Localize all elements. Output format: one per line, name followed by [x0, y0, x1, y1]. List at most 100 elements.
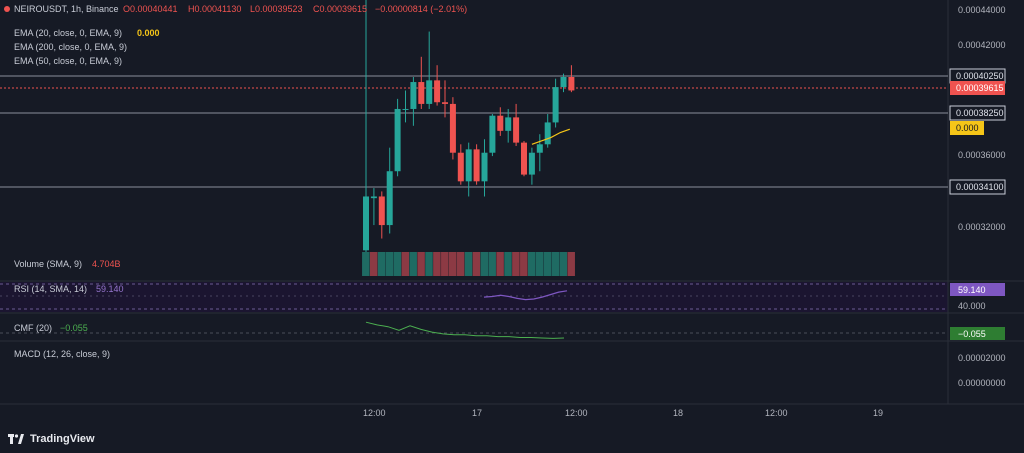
price-tick: 0.00042000 — [958, 40, 1006, 50]
ema200-label[interactable]: EMA (200, close, 0, EMA, 9) — [14, 42, 127, 52]
time-tick: 19 — [873, 408, 883, 418]
candle-body[interactable] — [552, 87, 559, 123]
candle-body[interactable] — [481, 152, 488, 182]
candle-body[interactable] — [378, 196, 385, 226]
candle-body[interactable] — [473, 149, 480, 182]
candle-body[interactable] — [489, 115, 496, 153]
ema-line — [531, 128, 571, 145]
volume-label[interactable]: Volume (SMA, 9) — [14, 259, 82, 269]
candle-body[interactable] — [386, 171, 393, 226]
cmf-value: −0.055 — [60, 323, 88, 333]
rsi-tag — [950, 283, 1005, 296]
volume-bar — [409, 252, 417, 276]
current-price-tag — [950, 81, 1005, 95]
time-tick: 18 — [673, 408, 683, 418]
volume-bar — [456, 252, 465, 276]
volume-bar — [425, 252, 433, 276]
volume-bar — [496, 252, 504, 276]
candle-body[interactable] — [363, 196, 369, 251]
ema50-label[interactable]: EMA (50, close, 0, EMA, 9) — [14, 56, 122, 66]
candle-body[interactable] — [394, 108, 401, 172]
volume-bar — [559, 252, 568, 276]
volume-bar — [401, 252, 410, 276]
low-value: L0.00039523 — [250, 4, 303, 14]
level-tag-mid-text: 0.00038250 — [956, 108, 1004, 118]
candle-body[interactable] — [402, 108, 409, 110]
macd-pane[interactable] — [0, 342, 948, 404]
candle-body[interactable] — [505, 117, 512, 131]
volume-bar — [433, 252, 441, 276]
volume-bar — [377, 252, 386, 276]
candle-body[interactable] — [513, 117, 520, 143]
candle-body[interactable] — [449, 103, 456, 153]
brand-name: TradingView — [30, 433, 95, 445]
macd-label[interactable]: MACD (12, 26, close, 9) — [14, 349, 110, 359]
volume-bar — [441, 252, 449, 276]
ema20-value: 0.000 — [137, 28, 160, 38]
volume-bar — [362, 252, 370, 276]
volume-bar — [385, 252, 394, 276]
cmf-pane[interactable] — [0, 314, 948, 340]
level-tag-top-text: 0.00040250 — [956, 71, 1004, 81]
volume-bar — [543, 252, 552, 276]
volume-bars — [362, 252, 575, 276]
candle-body[interactable] — [568, 76, 575, 91]
volume-bar — [480, 252, 489, 276]
tradingview-logo-icon — [8, 434, 24, 444]
legend-header[interactable]: NEIROUSDT, 1h, Binance O0.00040441 H0.00… — [4, 4, 467, 14]
ema20-label[interactable]: EMA (20, close, 0, EMA, 9) — [14, 28, 122, 38]
candle-body[interactable] — [560, 76, 567, 88]
time-tick: 17 — [472, 408, 482, 418]
price-pane[interactable] — [0, 0, 948, 280]
high-value: H0.00041130 — [188, 4, 241, 14]
price-axis[interactable]: 0.00044000 0.00042000 0.00036000 0.00032… — [949, 5, 1006, 388]
change-value: −0.00000814 (−2.01%) — [375, 4, 467, 14]
candle-body[interactable] — [442, 102, 448, 104]
candle-body[interactable] — [370, 196, 377, 199]
cmf-tag-text: −0.055 — [958, 329, 986, 339]
volume-bar — [512, 252, 520, 276]
ema-tag — [950, 121, 984, 135]
candle-body[interactable] — [410, 82, 417, 109]
volume-value: 4.704B — [92, 259, 121, 269]
candle-body[interactable] — [536, 144, 543, 153]
price-tick: 0.00036000 — [958, 150, 1006, 160]
symbol-label[interactable]: NEIROUSDT, 1h, Binance — [14, 4, 119, 14]
time-tick: 12:00 — [765, 408, 788, 418]
rsi-value: 59.140 — [96, 284, 124, 294]
open-value: O0.00040441 — [123, 4, 178, 14]
rsi-line — [483, 290, 568, 301]
candle-body[interactable] — [544, 122, 551, 145]
level-tag-low-text: 0.00034100 — [956, 182, 1004, 192]
candle-body[interactable] — [418, 82, 425, 104]
time-tick: 12:00 — [565, 408, 588, 418]
price-tick: 0.00044000 — [958, 5, 1006, 15]
candle-body[interactable] — [521, 142, 527, 175]
volume-bar — [551, 252, 560, 276]
rsi-label[interactable]: RSI (14, SMA, 14) — [14, 284, 87, 294]
candle-body[interactable] — [457, 152, 464, 182]
cmf-label[interactable]: CMF (20) — [14, 323, 52, 333]
candle-body[interactable] — [465, 149, 472, 182]
candle-body[interactable] — [528, 152, 535, 175]
time-axis[interactable]: 12:00 17 12:00 18 12:00 19 — [363, 408, 883, 418]
tradingview-branding[interactable]: TradingView — [8, 430, 95, 448]
candles — [363, 0, 575, 252]
candle-body[interactable] — [497, 115, 504, 131]
volume-bar — [504, 252, 512, 276]
macd-tick: 0.00000000 — [958, 378, 1006, 388]
volume-bar — [464, 252, 473, 276]
candle-body[interactable] — [434, 80, 441, 103]
macd-tick: 0.00002000 — [958, 353, 1006, 363]
time-tick: 12:00 — [363, 408, 386, 418]
volume-bar — [520, 252, 528, 276]
rsi-level-tick: 40.000 — [958, 301, 986, 311]
volume-bar — [369, 252, 378, 276]
volume-bar — [488, 252, 496, 276]
volume-bar — [527, 252, 536, 276]
rsi-pane[interactable] — [0, 282, 948, 312]
candle-body[interactable] — [426, 80, 433, 104]
level-tag-low — [949, 179, 1006, 195]
close-value: C0.00039615 — [313, 4, 367, 14]
